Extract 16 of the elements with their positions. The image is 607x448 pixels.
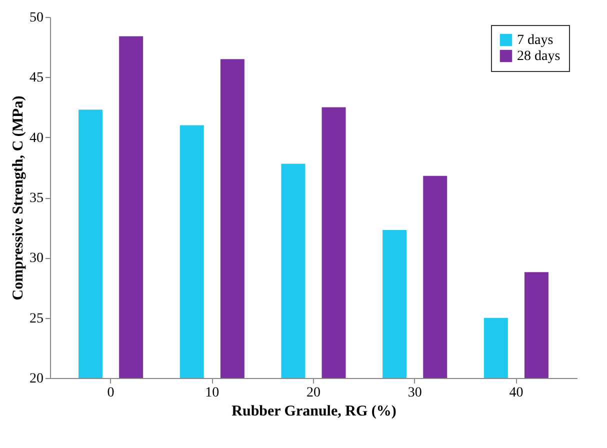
y-tick-label: 20 [30, 372, 44, 386]
y-tick-label: 25 [30, 311, 44, 326]
x-tick-label: 0 [107, 386, 114, 400]
legend-label: 7 days [517, 33, 554, 48]
y-tick-label: 35 [30, 191, 44, 206]
y-tick-label: 45 [30, 70, 44, 86]
y-tick-label: 40 [30, 130, 44, 146]
y-tick-label: 30 [30, 251, 44, 266]
y-tick-label: 50 [30, 10, 44, 26]
y-axis-title: Compressive Strength, C (MPa) [10, 96, 26, 300]
x-tick-label: 20 [306, 386, 320, 400]
legend-label: 28 days [517, 49, 560, 64]
x-tick-label: 40 [509, 386, 524, 400]
x-tick-label: 30 [408, 386, 422, 400]
x-axis-title: Rubber Granule, RG (%) [232, 404, 396, 420]
x-tick-label: 10 [205, 386, 220, 400]
